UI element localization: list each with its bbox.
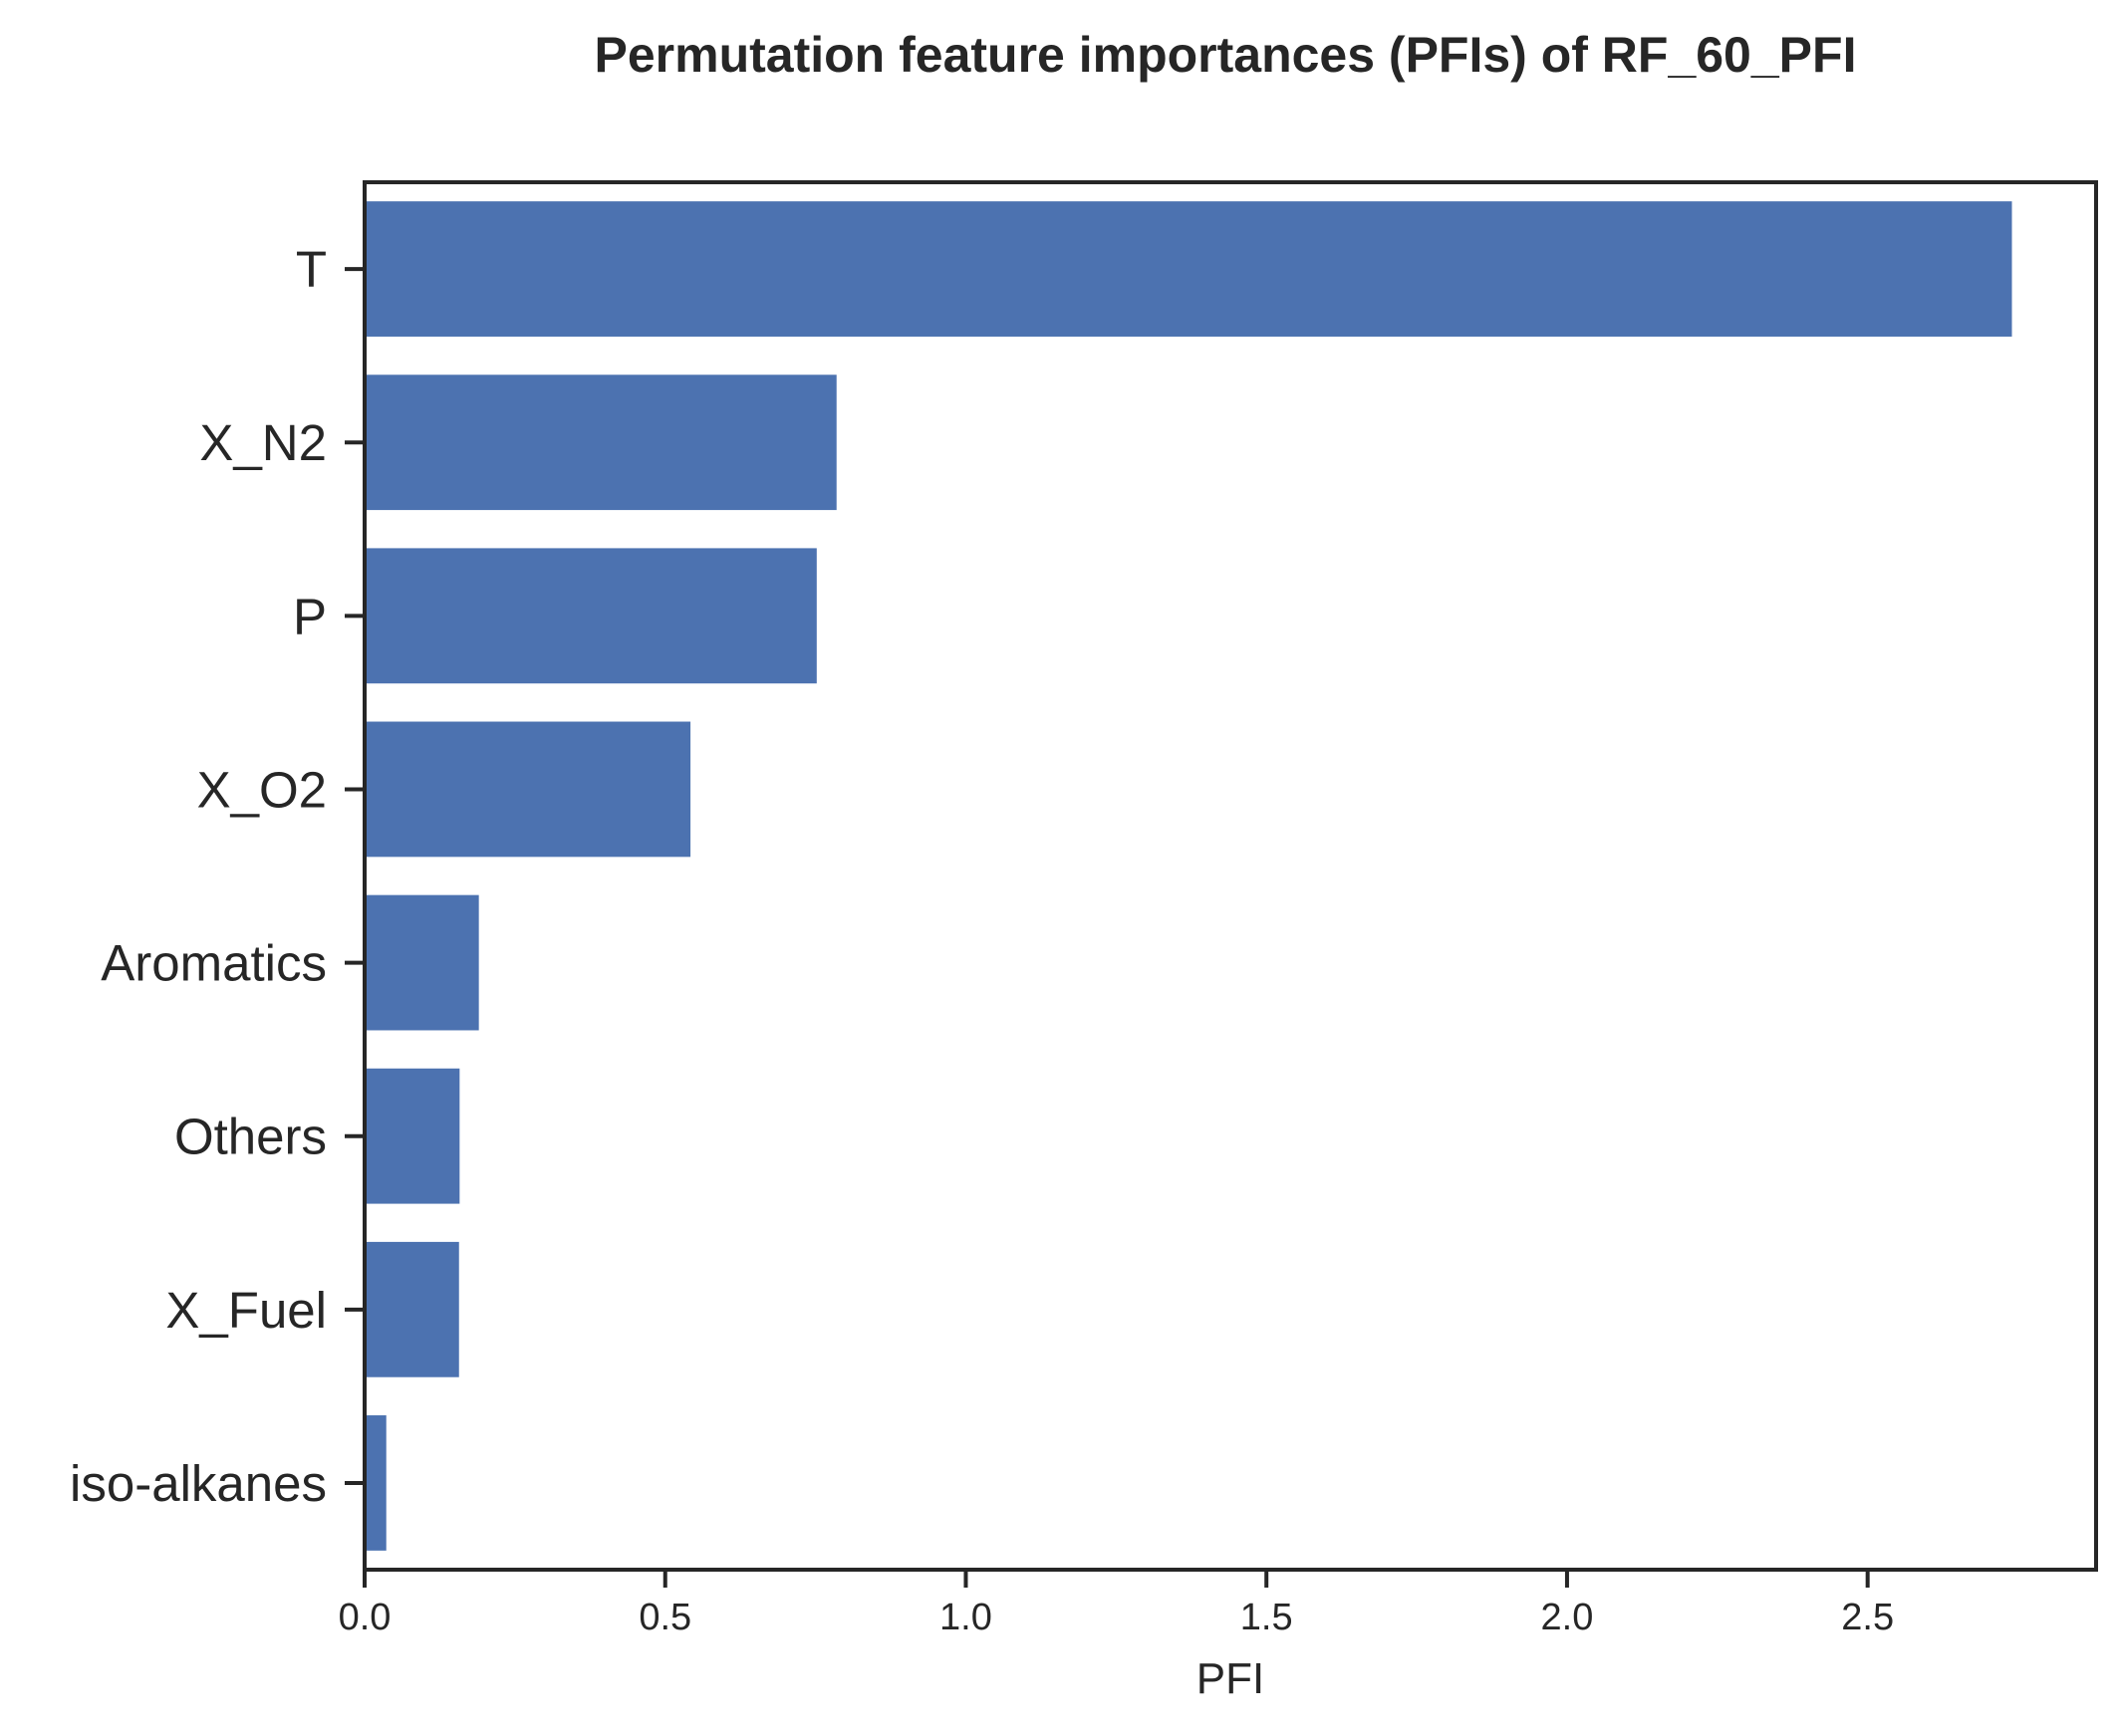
xtick-label: 1.5 [1240, 1597, 1293, 1638]
ytick-label: T [296, 241, 327, 298]
bar-p [365, 548, 817, 684]
ytick-label: X_O2 [197, 761, 327, 818]
xtick-label: 0.5 [639, 1597, 691, 1638]
x-axis: 0.0 0.5 1.0 1.5 2.0 2.5 [339, 1570, 1894, 1638]
ytick-label: iso-alkanes [70, 1455, 327, 1512]
ytick-label: X_Fuel [165, 1282, 327, 1339]
bar-t [365, 201, 2012, 337]
ytick-label: P [293, 588, 327, 644]
bar-x-o2 [365, 721, 691, 858]
bar-others [365, 1068, 460, 1204]
bar-aromatics [365, 894, 479, 1031]
bar-x-n2 [365, 374, 837, 511]
y-axis: T X_N2 P X_O2 Aromatics Others X_Fuel iso-alkan… [70, 241, 365, 1512]
bar-iso-alkanes [365, 1415, 387, 1551]
xtick-label: 0.0 [339, 1597, 392, 1638]
x-axis-label: PFI [1196, 1654, 1264, 1703]
ytick-label: X_N2 [199, 414, 327, 471]
xtick-label: 1.0 [939, 1597, 992, 1638]
plot-frame [363, 180, 2098, 1572]
bars-layer [365, 201, 2012, 1551]
chart-title: Permutation feature importances (PFIs) o… [595, 27, 1857, 83]
bar-x-fuel [365, 1241, 459, 1377]
xtick-label: 2.0 [1541, 1597, 1594, 1638]
ytick-label: Others [174, 1109, 327, 1165]
xtick-label: 2.5 [1841, 1597, 1894, 1638]
ytick-label: Aromatics [101, 935, 327, 992]
